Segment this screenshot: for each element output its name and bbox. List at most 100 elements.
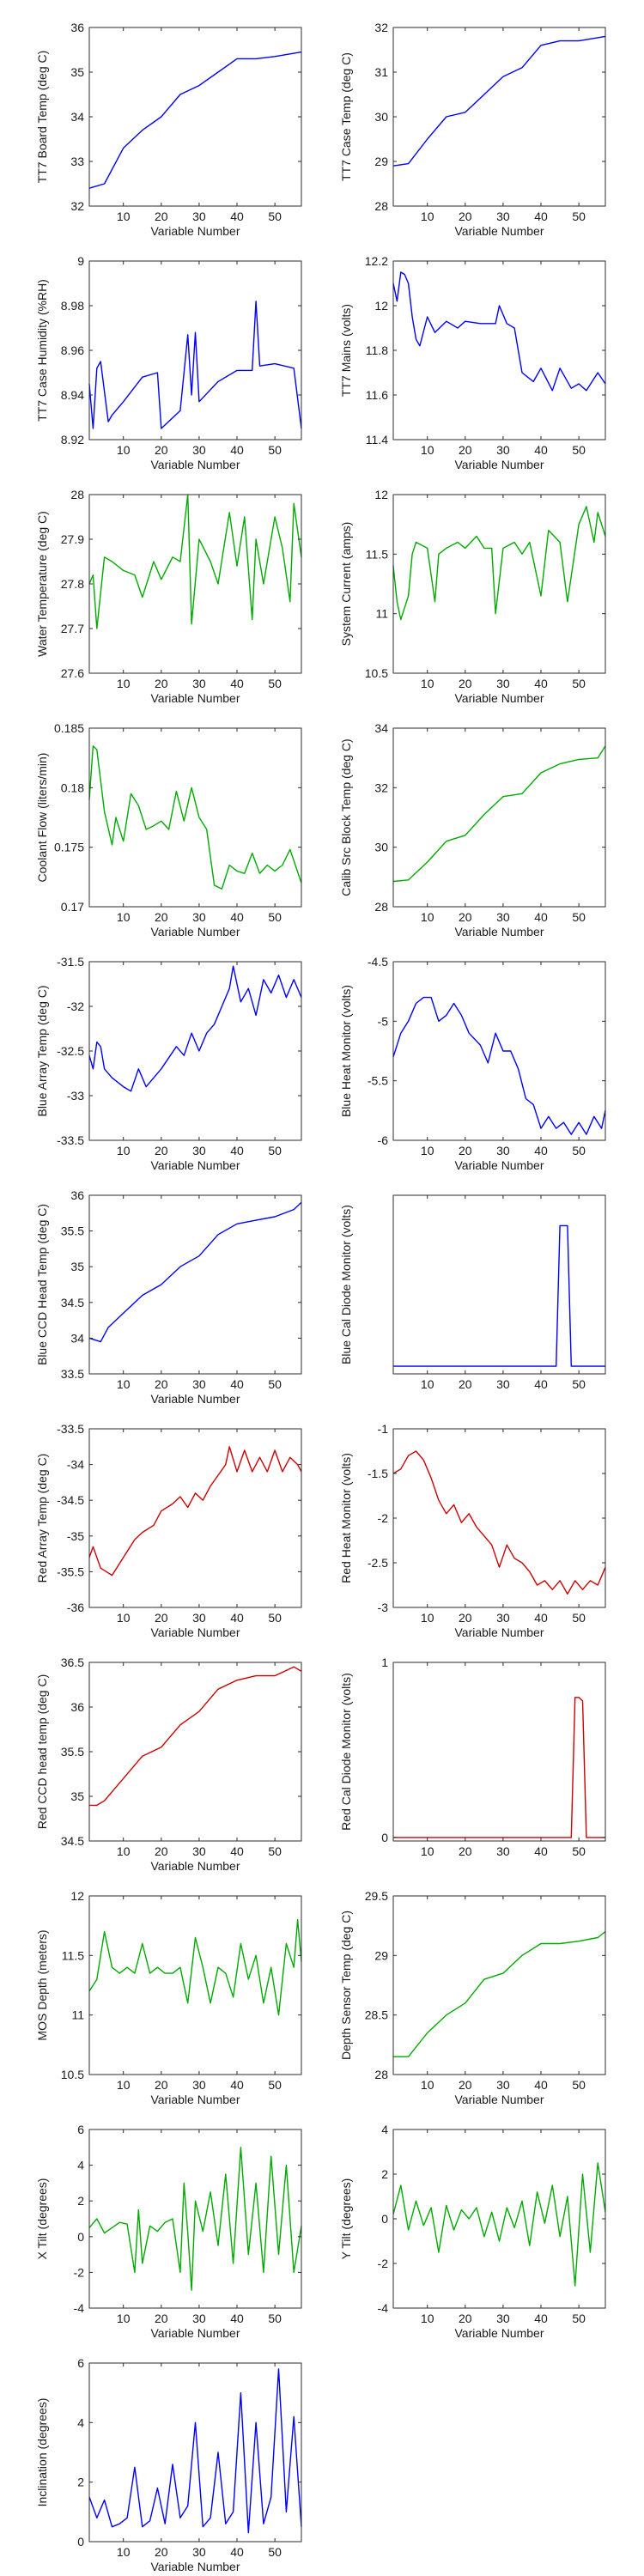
y-tick-label: -3: [378, 1601, 389, 1614]
y-tick-label: -35: [67, 1529, 84, 1543]
x-tick-label: 50: [572, 2312, 586, 2325]
x-tick-label: 50: [268, 677, 282, 690]
y-tick-label: 36.5: [61, 1656, 84, 1669]
x-tick-label: 30: [192, 1377, 206, 1391]
x-axis-label: Variable Number: [150, 691, 240, 705]
y-tick-label: -34.5: [57, 1493, 84, 1507]
x-tick-label: 40: [230, 1844, 244, 1858]
x-axis-label: Variable Number: [150, 925, 240, 939]
x-tick-label: 50: [268, 1611, 282, 1625]
x-tick-label: 10: [421, 1611, 434, 1625]
chart-panel-12: 10 20 30 40 50 Blue Cal Diode Monitor (volts): [339, 1194, 606, 1391]
y-tick-label: 0.185: [54, 721, 84, 735]
x-tick-label: 20: [459, 1844, 472, 1858]
x-tick-label: 20: [155, 1844, 168, 1858]
series-line: [393, 1931, 606, 2057]
y-tick-label: 27.8: [61, 577, 84, 591]
x-tick-label: 10: [117, 210, 131, 223]
y-tick-label: 0.17: [61, 900, 84, 914]
x-tick-label: 40: [230, 2312, 244, 2325]
y-axis-label: TT7 Case Humidity (%RH): [35, 279, 49, 422]
y-axis-label: System Current (amps): [339, 522, 353, 647]
y-tick-label: 2: [77, 2194, 84, 2208]
y-tick-label: -1.5: [368, 1467, 388, 1480]
x-tick-label: 20: [155, 2545, 168, 2559]
x-tick-label: 10: [421, 443, 434, 457]
y-tick-label: 34.5: [61, 1834, 84, 1848]
y-tick-label: 31: [374, 65, 388, 79]
chart-panel-16: 10 20 30 40 50 0 1 Red Cal Diode Monitor (volts…: [339, 1656, 606, 1858]
x-tick-label: 30: [192, 2312, 206, 2325]
x-tick-label: 50: [572, 1844, 586, 1858]
x-tick-label: 10: [421, 1377, 434, 1391]
x-tick-label: 10: [117, 1377, 131, 1391]
y-tick-label: 12: [374, 299, 388, 313]
x-tick-label: 40: [230, 210, 244, 223]
plot-area: [392, 260, 606, 440]
y-axis-label: Calib Src Block Temp (deg C): [339, 738, 353, 896]
x-axis-label: Variable Number: [454, 1625, 544, 1639]
x-tick-label: 40: [534, 1611, 548, 1625]
x-tick-label: 10: [117, 1844, 131, 1858]
x-tick-label: 10: [117, 677, 131, 690]
series-line: [392, 35, 606, 167]
x-tick-label: 50: [268, 210, 282, 223]
y-tick-label: 6: [77, 2123, 84, 2136]
x-tick-label: 10: [421, 1144, 434, 1157]
x-tick-label: 30: [496, 677, 510, 690]
x-tick-label: 30: [496, 1144, 510, 1157]
chart-panel-15: 10 20 30 40 50 34.5 35 35.5 36 36.5 Variable Numbe…: [35, 1656, 302, 1873]
x-tick-label: 30: [496, 1844, 510, 1858]
plot-area: [392, 727, 606, 908]
x-tick-label: 10: [117, 1611, 131, 1625]
x-axis-label: Variable Number: [454, 2326, 544, 2340]
x-tick-label: 20: [459, 2078, 472, 2092]
y-tick-label: 36: [70, 1700, 84, 1714]
y-tick-label: 32: [374, 781, 388, 794]
y-tick-label: 1: [381, 1656, 388, 1669]
y-axis-label: Coolant Flow (liters/min): [35, 753, 49, 883]
plot-area: [88, 1428, 302, 1608]
x-tick-label: 30: [192, 1844, 206, 1858]
series-line: [392, 2162, 606, 2287]
y-tick-label: -31.5: [57, 955, 84, 969]
chart-panel-2: 10 20 30 40 50 28 29 30 31 32 Variable Number TT7 C…: [339, 21, 606, 238]
x-tick-label: 30: [496, 443, 510, 457]
x-tick-label: 20: [155, 210, 168, 223]
x-tick-label: 40: [230, 2545, 244, 2559]
y-tick-label: -1: [378, 1422, 389, 1436]
series-line: [88, 1446, 302, 1577]
y-tick-label: 8.94: [61, 388, 84, 402]
x-tick-label: 20: [459, 2312, 472, 2325]
series-line: [89, 1666, 302, 1807]
y-axis-label: MOS Depth (meters): [35, 1929, 49, 2040]
x-tick-label: 40: [230, 677, 244, 690]
y-axis-label: Blue Heat Monitor (volts): [339, 985, 353, 1117]
plot-area: [88, 2362, 302, 2543]
plot-area: [88, 2129, 302, 2309]
y-tick-label: 4: [77, 2159, 84, 2172]
chart-panel-3: 10 20 30 40 50 8.92 8.94 8.96 8.98 9 Variable Numb…: [35, 254, 302, 471]
x-tick-label: 30: [192, 2545, 206, 2559]
y-tick-label: 4: [77, 2415, 84, 2429]
x-tick-label: 40: [230, 1144, 244, 1157]
y-tick-label: 4: [381, 2123, 388, 2136]
y-tick-label: 29: [374, 155, 388, 168]
y-tick-label: -2.5: [368, 1556, 388, 1570]
y-tick-label: 11.6: [366, 388, 388, 402]
y-tick-label: 28.5: [365, 2008, 388, 2022]
y-tick-label: 9: [77, 254, 84, 268]
x-tick-label: 20: [155, 910, 168, 924]
y-tick-label: -33.5: [57, 1422, 84, 1436]
chart-panel-6: 10 20 30 40 50 10.5 11 11.5 12 Variable Number Sys…: [339, 488, 606, 705]
y-tick-label: 27.6: [61, 666, 84, 680]
x-tick-label: 50: [268, 1844, 282, 1858]
y-axis-label: Blue CCD Head Temp (deg C): [35, 1204, 49, 1365]
x-tick-label: 20: [155, 1611, 168, 1625]
chart-panel-8: 10 20 30 40 50 28 30 32 34 Variable Number Calib S…: [339, 721, 606, 939]
x-axis-label: Variable Number: [454, 458, 544, 471]
y-tick-label: 2: [381, 2167, 388, 2181]
x-tick-label: 10: [421, 677, 434, 690]
x-tick-label: 40: [534, 443, 548, 457]
series-line: [392, 506, 606, 621]
